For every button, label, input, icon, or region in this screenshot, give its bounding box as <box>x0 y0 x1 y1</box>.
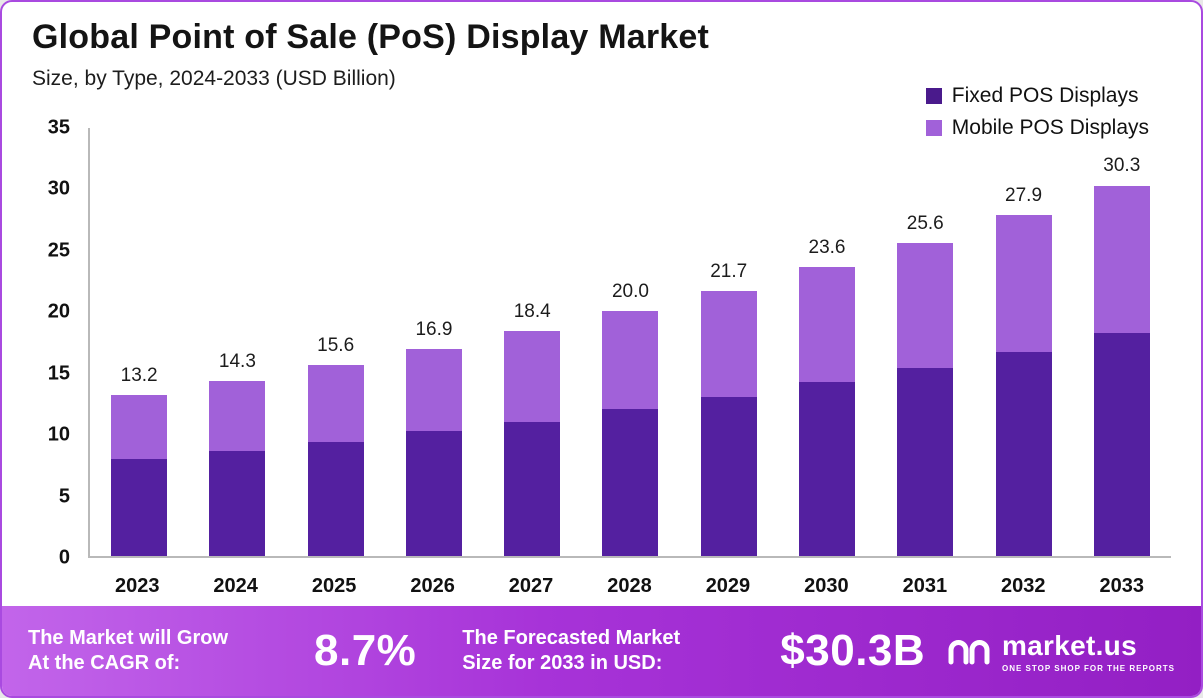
x-axis-label: 2033 <box>1099 575 1145 597</box>
bar-2024 <box>209 128 266 556</box>
bar-slot-2029: 21.7 <box>680 128 778 556</box>
bar-value-label: 14.3 <box>218 351 256 373</box>
segment-fixed-pos <box>405 431 462 556</box>
page-title: Global Point of Sale (PoS) Display Marke… <box>32 18 709 56</box>
legend-item-1: Mobile POS Displays <box>925 116 1149 140</box>
x-axis-label: 2027 <box>508 575 554 597</box>
segment-mobile-pos <box>405 349 462 432</box>
bar-value-label: 20.0 <box>611 281 649 303</box>
bar-value-label: 18.4 <box>513 301 551 322</box>
bar-slot-2024: 14.3 <box>188 128 286 556</box>
segment-fixed-pos <box>111 459 168 556</box>
y-axis-label: 0 <box>58 546 70 569</box>
y-axis-label: 15 <box>47 362 70 385</box>
bar-2023 <box>111 128 168 556</box>
y-axis-label: 25 <box>47 239 70 262</box>
x-axis-label: 2023 <box>114 575 160 597</box>
chart-subtitle: Size, by Type, 2024-2033 (USD Billion) <box>32 67 396 90</box>
y-axis-label: 20 <box>47 300 70 323</box>
segment-fixed-pos <box>995 351 1052 556</box>
bar-slot-2023: 13.2 <box>90 128 188 556</box>
cagr-value: 8.7% <box>314 626 417 675</box>
bar-2032 <box>995 128 1052 556</box>
bar-slot-2027: 18.4 <box>483 128 581 556</box>
chart-legend: Fixed POS Displays Mobile POS Displays <box>925 84 1149 140</box>
bar-value-label: 25.6 <box>906 212 944 234</box>
bar-slot-2032: 27.9 <box>974 128 1072 556</box>
cagr-label: The Market will Grow At the CAGR of: <box>28 627 229 674</box>
bar-2026 <box>405 128 462 556</box>
bar-slot-2028: 20.0 <box>581 128 679 556</box>
segment-fixed-pos <box>897 367 954 556</box>
segment-fixed-pos <box>504 421 561 556</box>
bar-value-label: 13.2 <box>120 364 158 386</box>
segment-mobile-pos <box>209 381 266 451</box>
bar-value-label: 21.7 <box>710 260 748 282</box>
x-axis-label: 2030 <box>804 575 849 597</box>
footer-banner: The Market will Grow At the CAGR of: 8.7… <box>2 606 1201 696</box>
y-axis-label: 10 <box>47 423 70 446</box>
x-axis-label: 2029 <box>705 575 751 597</box>
brand-name: market.us <box>1001 629 1137 661</box>
legend-label: Fixed POS Displays <box>951 84 1139 107</box>
legend-swatch <box>925 88 942 104</box>
x-axis-label: 2031 <box>902 575 948 597</box>
forecast-value: $30.3B <box>780 626 926 675</box>
bar-2030 <box>798 128 855 556</box>
market-us-logo-icon <box>946 629 992 674</box>
x-axis-label: 2028 <box>607 575 652 597</box>
segment-mobile-pos <box>798 267 855 383</box>
segment-mobile-pos <box>897 242 954 368</box>
y-axis-label: 35 <box>47 116 70 139</box>
brand-text: market.us ONE STOP SHOP FOR THE REPORTS <box>1002 630 1175 673</box>
segment-mobile-pos <box>307 365 364 443</box>
segment-fixed-pos <box>1093 333 1150 556</box>
plot-area: 13.2 14.3 15.6 16.9 18.4 20.0 21.7 23.6 25.6 27.9… <box>88 128 1171 558</box>
x-axis-label: 2026 <box>410 575 455 597</box>
bar-2031 <box>897 128 954 556</box>
segment-mobile-pos <box>111 394 168 460</box>
segment-fixed-pos <box>700 397 757 556</box>
legend-item-0: Fixed POS Displays <box>925 84 1149 108</box>
segment-mobile-pos <box>504 331 561 422</box>
bar-2033 <box>1093 128 1150 556</box>
bar-value-label: 30.3 <box>1103 155 1141 177</box>
bar-slot-2030: 23.6 <box>778 128 876 556</box>
segment-mobile-pos <box>602 311 659 410</box>
forecast-label: The Forecasted Market Size for 2033 in U… <box>462 627 681 674</box>
segment-fixed-pos <box>209 450 266 556</box>
x-axis-label: 2024 <box>213 575 258 597</box>
legend-label: Mobile POS Displays <box>951 116 1149 139</box>
bar-value-label: 16.9 <box>415 319 453 341</box>
bar-2027 <box>504 128 561 556</box>
bar-value-label: 15.6 <box>317 335 355 357</box>
y-axis-label: 5 <box>58 485 70 508</box>
bar-2029 <box>700 128 757 556</box>
bar-slot-2026: 16.9 <box>385 128 483 556</box>
segment-fixed-pos <box>307 442 364 556</box>
segment-mobile-pos <box>700 290 757 398</box>
bar-2028 <box>602 128 659 556</box>
y-axis: 0 5 10 15 20 25 30 35 <box>26 117 80 569</box>
chart-header: Global Point of Sale (PoS) Display Marke… <box>32 18 1171 91</box>
x-axis-label: 2032 <box>1001 575 1046 597</box>
segment-mobile-pos <box>1093 185 1150 334</box>
segment-fixed-pos <box>602 409 659 556</box>
y-axis-label: 30 <box>47 177 70 200</box>
bar-value-label: 27.9 <box>1005 184 1043 206</box>
segment-mobile-pos <box>995 214 1052 352</box>
market-us-brand: market.us ONE STOP SHOP FOR THE REPORTS <box>946 629 1175 674</box>
legend-swatch <box>925 120 942 136</box>
bar-slot-2033: 30.3 <box>1073 128 1171 556</box>
bar-value-label: 23.6 <box>808 237 846 259</box>
segment-fixed-pos <box>798 382 855 556</box>
bar-2025 <box>307 128 364 556</box>
bar-slot-2025: 15.6 <box>287 128 385 556</box>
x-axis-label: 2025 <box>311 575 357 597</box>
brand-tagline: ONE STOP SHOP FOR THE REPORTS <box>1001 663 1175 673</box>
stacked-bar-chart: 0 5 10 15 20 25 30 35 13.2 14.3 15.6 16.9 18.4 20.0 2… <box>26 117 1177 602</box>
x-axis: 2023 2024 2025 2026 2027 2028 2029 2030 2031 2032… <box>88 568 1171 598</box>
bar-slot-2031: 25.6 <box>876 128 974 556</box>
